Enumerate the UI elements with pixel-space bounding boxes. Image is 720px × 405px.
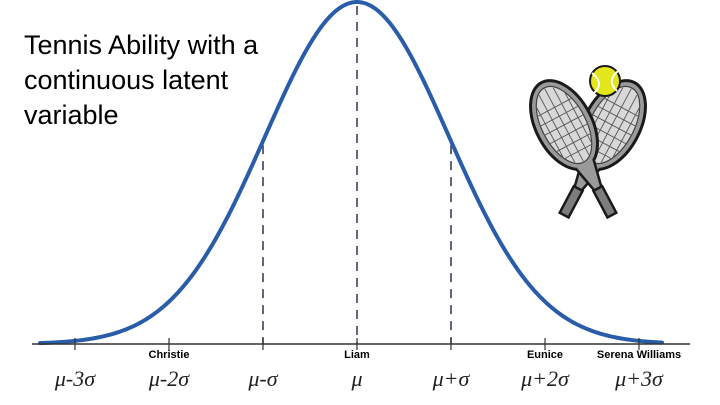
bell-curve	[38, 0, 664, 346]
tennis-ball-icon	[589, 65, 621, 97]
sigma-dashed-lines	[262, 6, 452, 344]
person-label: Eunice	[527, 349, 563, 361]
person-label: Serena Williams	[597, 349, 681, 361]
x-axis-tick-label: μ	[350, 366, 362, 391]
x-axis-tick-label: μ+3σ	[614, 366, 664, 391]
diagram-title: Tennis Ability with a continuous latent …	[24, 30, 259, 130]
x-axis-tick-label: μ-2σ	[148, 366, 190, 391]
person-labels: Christie Liam Eunice Serena Williams	[149, 349, 682, 361]
x-axis-tick-label: μ-σ	[247, 366, 278, 391]
tennis-rackets-ball-icon	[529, 65, 647, 220]
x-axis-ticks	[74, 338, 640, 350]
x-axis-tick-label: μ+2σ	[520, 366, 570, 391]
x-axis-tick-labels: μ-3σ μ-2σ μ-σ μ μ+σ μ+2σ μ+3σ	[54, 366, 664, 391]
person-label: Liam	[344, 349, 370, 361]
x-axis-tick-label: μ-3σ	[54, 366, 96, 391]
person-label: Christie	[149, 349, 190, 361]
x-axis-tick-label: μ+σ	[432, 366, 471, 391]
